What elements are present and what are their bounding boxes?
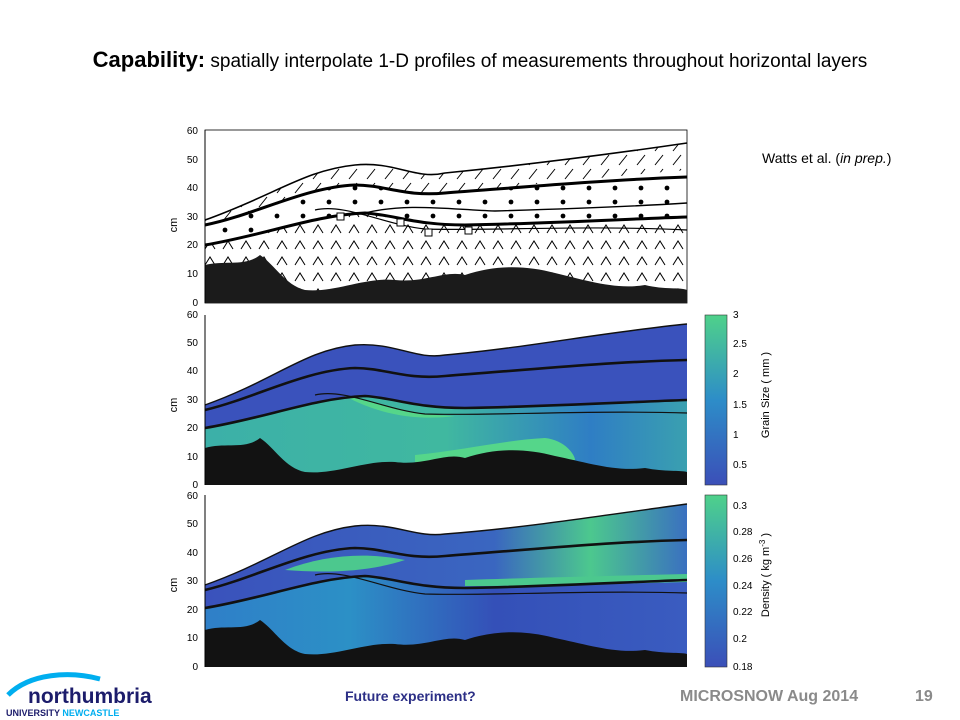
svg-text:40: 40 bbox=[187, 366, 199, 377]
svg-text:0: 0 bbox=[192, 298, 198, 309]
slide-title: Capability: spatially interpolate 1-D pr… bbox=[40, 38, 920, 84]
grain-size-panel: cm 0 10 20 30 40 50 60 3 2.5 2 1.5 1 0.5… bbox=[168, 310, 772, 490]
svg-text:60: 60 bbox=[187, 310, 199, 321]
svg-text:50: 50 bbox=[187, 338, 199, 349]
svg-text:30: 30 bbox=[187, 395, 199, 406]
svg-text:10: 10 bbox=[187, 452, 199, 463]
svg-text:northumbria: northumbria bbox=[28, 685, 152, 708]
svg-text:40: 40 bbox=[187, 183, 199, 194]
page-number: 19 bbox=[915, 688, 933, 705]
svg-text:0.26: 0.26 bbox=[733, 554, 753, 565]
svg-text:3: 3 bbox=[733, 310, 739, 321]
svg-text:0.22: 0.22 bbox=[733, 607, 753, 618]
svg-text:cm: cm bbox=[168, 578, 180, 593]
svg-text:UNIVERSITY NEWCASTLE: UNIVERSITY NEWCASTLE bbox=[6, 708, 119, 718]
svg-text:1: 1 bbox=[733, 430, 739, 441]
svg-text:60: 60 bbox=[187, 491, 199, 502]
svg-text:40: 40 bbox=[187, 548, 199, 559]
citation: Watts et al. (in prep.) bbox=[762, 150, 892, 166]
svg-text:20: 20 bbox=[187, 605, 199, 616]
northumbria-logo: northumbria UNIVERSITY NEWCASTLE bbox=[6, 672, 152, 718]
svg-text:0.28: 0.28 bbox=[733, 527, 753, 538]
title-text: spatially interpolate 1-D profiles of me… bbox=[205, 51, 868, 72]
svg-text:0.5: 0.5 bbox=[733, 460, 747, 471]
density-colorbar-label: Density ( kg m-3 ) bbox=[758, 533, 772, 617]
svg-text:20: 20 bbox=[187, 423, 199, 434]
svg-text:0.18: 0.18 bbox=[733, 662, 753, 672]
svg-text:30: 30 bbox=[187, 576, 199, 587]
svg-text:50: 50 bbox=[187, 155, 199, 166]
stratigraphy-panel: cm 0 10 20 30 40 50 60 bbox=[168, 126, 688, 309]
svg-text:1.5: 1.5 bbox=[733, 400, 747, 411]
svg-text:30: 30 bbox=[187, 212, 199, 223]
svg-text:0: 0 bbox=[192, 480, 198, 490]
title-bold: Capability: bbox=[92, 47, 206, 72]
footer-conference: MICROSNOW Aug 2014 bbox=[680, 688, 859, 705]
svg-text:50: 50 bbox=[187, 519, 199, 530]
svg-text:2.5: 2.5 bbox=[733, 339, 747, 350]
svg-text:2: 2 bbox=[733, 369, 739, 380]
grain-colorbar-label: Grain Size ( mm ) bbox=[760, 352, 772, 438]
svg-text:20: 20 bbox=[187, 240, 199, 251]
svg-text:0.3: 0.3 bbox=[733, 501, 747, 512]
svg-text:cm: cm bbox=[168, 398, 180, 413]
svg-text:0.24: 0.24 bbox=[733, 581, 753, 592]
svg-text:0: 0 bbox=[192, 662, 198, 672]
grain-colorbar bbox=[704, 314, 728, 486]
density-colorbar bbox=[704, 494, 728, 668]
svg-text:10: 10 bbox=[187, 633, 199, 644]
footer-question: Future experiment? bbox=[345, 688, 476, 704]
svg-text:60: 60 bbox=[187, 126, 199, 137]
svg-text:0.2: 0.2 bbox=[733, 634, 747, 645]
svg-text:10: 10 bbox=[187, 269, 199, 280]
density-panel: cm 0 10 20 30 40 50 60 0.3 0.28 0.26 0.2… bbox=[168, 491, 772, 672]
y-axis-label: cm bbox=[168, 218, 180, 233]
